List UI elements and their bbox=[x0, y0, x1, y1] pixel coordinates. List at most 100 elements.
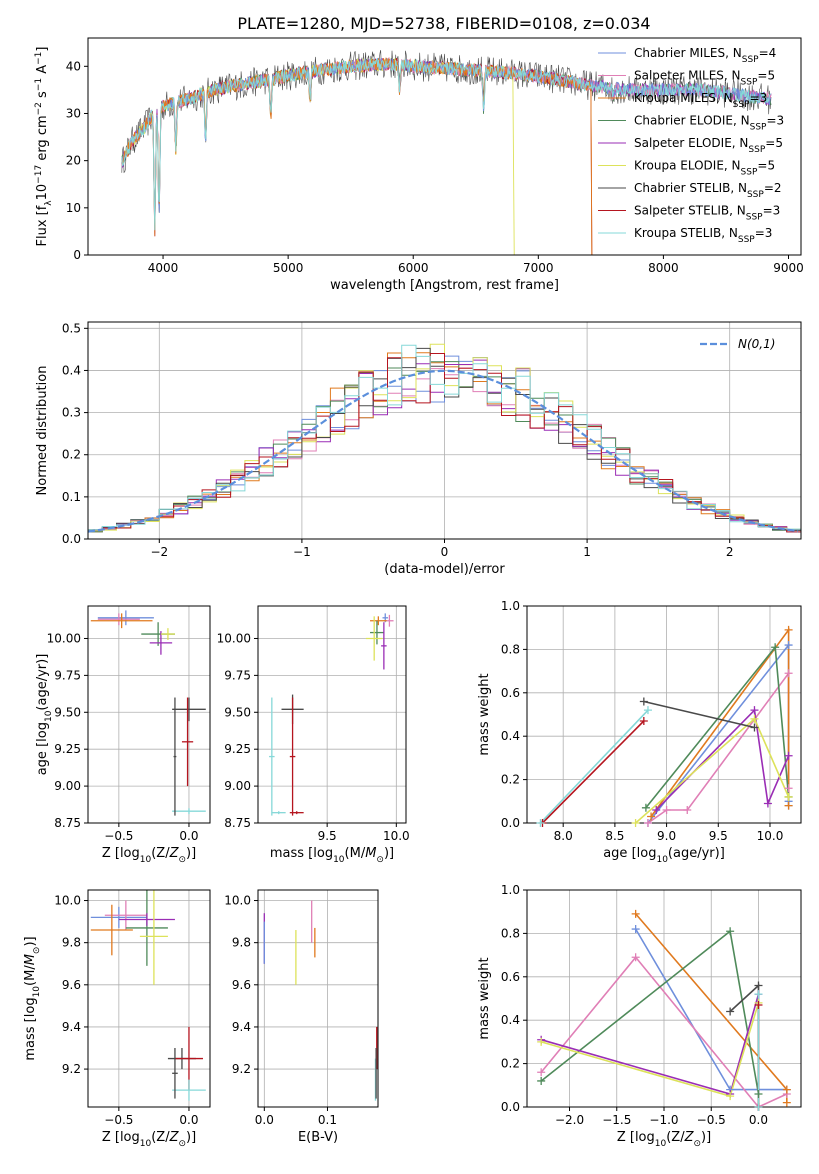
y-tick-label: 0.6 bbox=[501, 686, 520, 700]
plot-area bbox=[539, 627, 790, 823]
y-tick-label: 0.1 bbox=[62, 490, 81, 504]
y-tick-label: 0.0 bbox=[62, 532, 81, 546]
y-tick-label: 0.5 bbox=[62, 321, 81, 335]
weight-marker bbox=[750, 714, 759, 723]
weight-marker bbox=[537, 1037, 546, 1046]
weight-marker bbox=[631, 953, 640, 962]
y-tick-label: 8.75 bbox=[224, 816, 251, 830]
x-tick-label: −1 bbox=[293, 545, 311, 559]
residuals-panel: −2 −1 0 1 2 0.0 0.1 0.2 0.3 0.4 0.5 (data-model)/er… bbox=[35, 321, 802, 577]
y-tick-label: 9.6 bbox=[232, 978, 251, 992]
y-tick-label: 9.2 bbox=[232, 1062, 251, 1076]
spectrum-line-kroupa_elodie bbox=[121, 58, 515, 255]
x-tick-label: 4000 bbox=[148, 261, 179, 275]
weight-marker bbox=[754, 1001, 763, 1010]
weight-line-salpeter_miles bbox=[540, 956, 788, 1107]
y-tick-label: 10.00 bbox=[47, 631, 81, 645]
x-tick-label: 9.5 bbox=[318, 829, 337, 843]
weight-marker bbox=[537, 1068, 546, 1077]
y-tick-label: 9.50 bbox=[54, 705, 81, 719]
weight-marker bbox=[726, 927, 735, 936]
y-tick-label: 9.25 bbox=[54, 742, 81, 756]
weight-marker bbox=[763, 799, 772, 808]
legend-entry: Salpeter MILES, NSSP=5 bbox=[634, 69, 775, 88]
weight-marker bbox=[754, 1089, 763, 1098]
x-tick-label: 0.0 bbox=[255, 1113, 274, 1127]
weight-marker bbox=[639, 717, 648, 726]
spectrum-line-kroupa_miles bbox=[121, 57, 593, 255]
weight-marker bbox=[536, 819, 545, 827]
y-tick-label: 0.3 bbox=[62, 406, 81, 420]
y-axis-label: mass weight bbox=[477, 957, 492, 1039]
y-tick-label: 9.8 bbox=[62, 936, 81, 950]
y-tick-label: 10 bbox=[66, 201, 81, 215]
plot-area bbox=[269, 613, 394, 816]
y-tick-label: 0.4 bbox=[501, 729, 520, 743]
x-tick-label: 0.0 bbox=[179, 829, 198, 843]
plot-area bbox=[90, 890, 206, 1101]
y-tick-label: 9.50 bbox=[224, 705, 251, 719]
y-tick-label: 1.0 bbox=[501, 883, 520, 897]
y-tick-label: 0.8 bbox=[501, 926, 520, 940]
x-axis-label: age [log10(age/yr)] bbox=[603, 846, 725, 865]
weight-marker bbox=[784, 669, 793, 678]
x-tick-label: 10.0 bbox=[757, 829, 784, 843]
axes-frame bbox=[257, 889, 379, 1108]
weight-marker bbox=[683, 805, 692, 814]
weight-marker bbox=[782, 1098, 791, 1107]
y-tick-label: 0.0 bbox=[501, 1100, 520, 1114]
y-tick-label: 9.00 bbox=[224, 779, 251, 793]
x-tick-label: −2.0 bbox=[555, 1113, 584, 1127]
y-tick-label: 9.25 bbox=[224, 742, 251, 756]
weight-marker bbox=[754, 981, 763, 990]
x-axis-label: Z [log10(Z/Z⊙)] bbox=[102, 846, 196, 865]
axes-frame bbox=[257, 605, 407, 824]
y-tick-label: 9.8 bbox=[232, 936, 251, 950]
y-tick-label: 0.2 bbox=[501, 773, 520, 787]
x-tick-label: −1.5 bbox=[602, 1113, 631, 1127]
y-tick-label: 9.75 bbox=[54, 668, 81, 682]
weight-line-kroupa_miles bbox=[650, 627, 790, 817]
spectrum-line-salpeter_stelib bbox=[121, 57, 593, 255]
y-tick-label: 40 bbox=[66, 59, 81, 73]
y-tick-label: 8.75 bbox=[54, 816, 81, 830]
spectrum-line-kroupa_stelib bbox=[121, 57, 772, 231]
weight-marker bbox=[662, 805, 671, 814]
weight-marker bbox=[750, 706, 759, 715]
x-tick-label: 0 bbox=[441, 545, 449, 559]
y-tick-label: 0.4 bbox=[501, 1013, 520, 1027]
mass-vs-metallicity-panel: −0.5 0.0 9.2 9.4 9.6 9.8 10.0 Z [log10(Z/Z⊙)] ma… bbox=[23, 889, 211, 1149]
weight-marker bbox=[784, 801, 793, 810]
mass-vs-ebv-panel: 0.0 0.1 9.2 9.4 9.6 9.8 10.0 E(B-V) bbox=[224, 889, 379, 1145]
histogram-kroupa_stelib bbox=[88, 344, 801, 539]
weight-marker bbox=[750, 723, 759, 732]
weight-marker bbox=[631, 925, 640, 934]
x-tick-label: 8.5 bbox=[605, 829, 624, 843]
spectrum-legend: Chabrier MILES, NSSP=4 Salpeter MILES, NS… bbox=[598, 46, 784, 245]
weight-marker bbox=[784, 625, 793, 634]
weight-marker bbox=[641, 803, 650, 812]
y-axis-label: age [log10(age/yr)] bbox=[35, 654, 54, 776]
weight-marker bbox=[631, 909, 640, 918]
legend-entry: Chabrier ELODIE, NSSP=3 bbox=[634, 114, 784, 133]
plot-area bbox=[263, 900, 378, 1101]
x-tick-label: 2 bbox=[726, 545, 734, 559]
y-axis-label: Normed distribution bbox=[35, 366, 50, 496]
weight-marker bbox=[639, 697, 648, 706]
axes-frame bbox=[87, 605, 211, 824]
x-tick-label: 0.1 bbox=[318, 1113, 337, 1127]
axes-frame bbox=[87, 37, 802, 256]
x-axis-label: Z [log10(Z/Z⊙)] bbox=[617, 1130, 711, 1149]
x-axis-label: mass [log10(M/M⊙)] bbox=[270, 846, 394, 865]
gaussian-curve bbox=[88, 369, 799, 533]
weight-line-kroupa_stelib bbox=[539, 709, 649, 823]
x-axis-label: E(B-V) bbox=[298, 1130, 338, 1145]
legend-entry: Kroupa ELODIE, NSSP=5 bbox=[634, 159, 775, 178]
y-tick-label: 0.2 bbox=[501, 1057, 520, 1071]
weight-marker bbox=[771, 643, 780, 652]
weight-marker bbox=[782, 1085, 791, 1094]
x-tick-label: 9.5 bbox=[709, 829, 728, 843]
legend-entry: Kroupa STELIB, NSSP=3 bbox=[634, 226, 772, 245]
x-tick-label: 5000 bbox=[273, 261, 304, 275]
